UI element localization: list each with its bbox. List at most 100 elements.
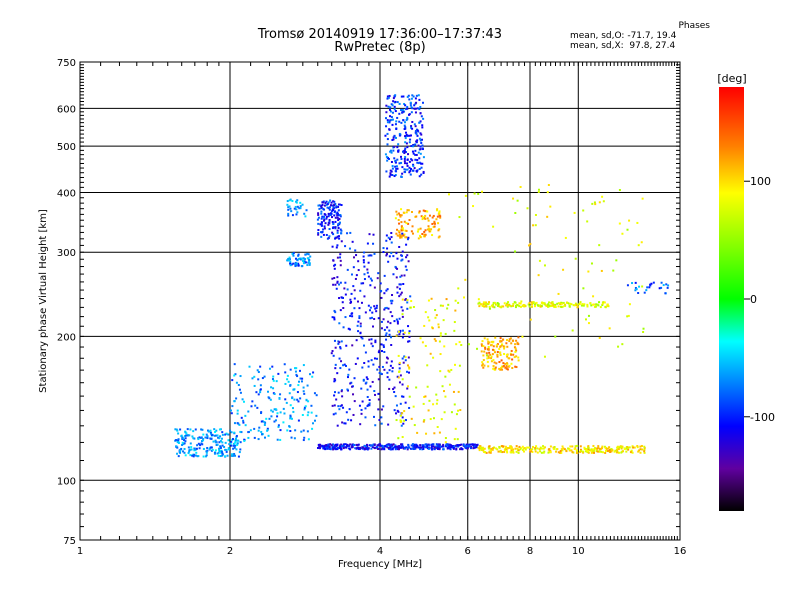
data-point — [421, 232, 424, 235]
data-point — [426, 364, 429, 367]
data-point — [419, 337, 422, 340]
data-point — [506, 368, 509, 371]
data-point — [513, 346, 516, 349]
data-point — [413, 167, 416, 170]
data-point — [430, 443, 433, 446]
data-point — [403, 102, 406, 105]
data-point — [291, 214, 294, 217]
data-point — [487, 302, 490, 305]
data-point — [618, 446, 621, 449]
data-point — [296, 259, 299, 262]
data-point — [255, 391, 258, 394]
data-point — [404, 141, 407, 144]
data-point — [549, 205, 552, 208]
data-point — [416, 230, 419, 233]
data-point — [350, 292, 353, 295]
data-point — [388, 175, 391, 178]
data-point — [373, 447, 376, 450]
data-point — [412, 163, 415, 166]
data-point — [327, 223, 330, 226]
data-point — [501, 451, 504, 454]
data-point — [576, 303, 579, 306]
data-point — [187, 446, 190, 449]
data-point — [353, 297, 356, 300]
data-point — [233, 374, 236, 377]
data-point — [422, 117, 425, 120]
data-point — [333, 200, 336, 203]
data-point — [498, 361, 501, 364]
data-point — [372, 233, 375, 236]
data-point — [367, 360, 370, 363]
data-point — [514, 250, 517, 253]
data-point — [300, 257, 303, 260]
data-point — [424, 446, 427, 449]
data-point — [389, 119, 392, 122]
data-point — [266, 428, 269, 431]
data-point — [234, 440, 237, 443]
data-point — [401, 436, 404, 439]
data-point — [469, 447, 472, 450]
data-point — [349, 314, 352, 317]
data-point — [323, 208, 326, 211]
data-point — [335, 212, 338, 215]
data-point — [557, 302, 560, 305]
data-point — [322, 228, 325, 231]
data-point — [218, 428, 221, 431]
data-point — [447, 443, 450, 446]
data-point — [348, 368, 351, 371]
data-point — [340, 404, 343, 407]
data-point — [431, 443, 434, 446]
data-point — [389, 110, 392, 113]
data-point — [631, 445, 634, 448]
data-point — [320, 210, 323, 213]
data-point — [574, 257, 577, 260]
data-point — [400, 229, 403, 232]
data-point — [389, 106, 392, 109]
data-point — [336, 216, 339, 219]
data-point — [328, 219, 331, 222]
data-point — [370, 342, 373, 345]
data-point — [332, 283, 335, 286]
data-point — [551, 303, 554, 306]
data-point — [403, 149, 406, 152]
data-point — [590, 304, 593, 307]
data-point — [411, 94, 414, 97]
data-point — [640, 444, 643, 447]
data-point — [425, 446, 428, 449]
data-point — [335, 205, 338, 208]
data-point — [291, 407, 294, 410]
data-point — [398, 333, 401, 336]
data-point — [302, 262, 305, 265]
data-point — [227, 448, 230, 451]
data-point — [353, 289, 356, 292]
data-point — [304, 253, 307, 256]
data-point — [336, 281, 339, 284]
data-point — [325, 445, 328, 448]
data-point — [410, 106, 413, 109]
data-point — [372, 443, 375, 446]
data-point — [392, 97, 395, 100]
data-point — [422, 447, 425, 450]
data-point — [296, 391, 299, 394]
data-point — [198, 436, 201, 439]
data-point — [189, 454, 192, 457]
data-point — [513, 356, 516, 359]
data-point — [297, 400, 300, 403]
data-point — [433, 446, 436, 449]
data-point — [419, 448, 422, 451]
data-point — [413, 104, 416, 107]
data-point — [543, 302, 546, 305]
data-point — [297, 264, 300, 267]
data-point — [397, 143, 400, 146]
data-point — [458, 341, 461, 344]
data-point — [541, 301, 544, 304]
data-point — [566, 301, 569, 304]
data-point — [295, 200, 298, 203]
data-point — [437, 236, 440, 239]
data-point — [463, 296, 466, 299]
data-point — [320, 221, 323, 224]
data-point — [302, 364, 305, 367]
data-point — [554, 335, 557, 338]
data-point — [634, 286, 637, 289]
data-point — [626, 446, 629, 449]
